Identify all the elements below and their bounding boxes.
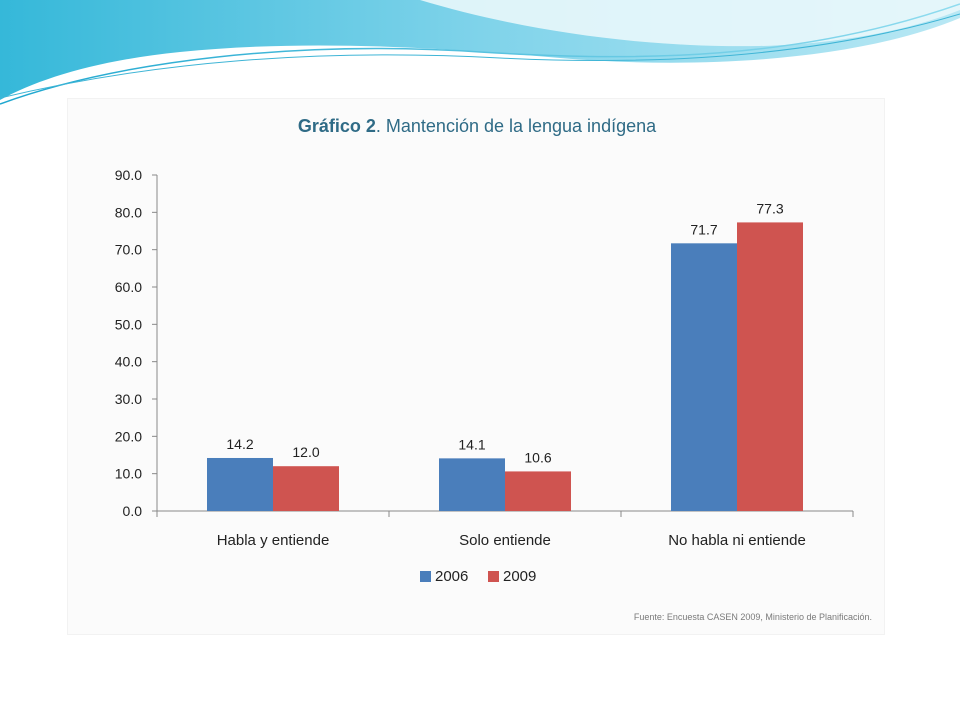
legend-swatch-2009 [488,571,499,582]
data-label: 10.6 [524,449,551,465]
legend: 2006 2009 [420,568,536,585]
data-label: 77.3 [756,200,783,216]
legend-label-2009: 2009 [503,568,536,585]
chart-title: Gráfico 2. Mantención de la lengua indíg… [298,116,657,136]
bar-2009-2 [505,471,571,511]
y-tick-label: 20.0 [115,428,142,444]
source-note: Fuente: Encuesta CASEN 2009, Ministerio … [634,612,872,622]
bar-2006-3 [671,243,737,511]
x-axis: Habla y entiende Solo entiende No habla ni… [156,510,854,549]
y-tick-label: 40.0 [115,354,142,370]
bar-2009-3 [737,222,803,511]
y-tick-label: 10.0 [115,466,142,482]
bar-2009-1 [273,466,339,511]
legend-label-2006: 2006 [435,568,468,585]
slide-header-wave-decoration [0,0,960,105]
y-tick-label: 60.0 [115,279,142,295]
x-category-label: No habla ni entiende [668,532,806,549]
y-tick-label: 0.0 [123,503,143,519]
data-label: 12.0 [292,444,319,460]
bar-2006-1 [207,457,273,511]
bars [207,222,803,511]
legend-swatch-2006 [420,571,431,582]
y-axis: 0.0 10.0 20.0 30.0 40.0 50.0 60.0 70.0 80.0 90.0 [115,167,158,519]
data-label: 14.2 [226,436,253,452]
chart-title-text: . Mantención de la lengua indígena [376,116,657,136]
y-tick-label: 70.0 [115,242,142,258]
data-labels: 14.2 14.1 71.7 12.0 10.6 77.3 [226,200,783,465]
y-tick-label: 30.0 [115,391,142,407]
bar-2006-2 [439,458,505,511]
x-category-label: Solo entiende [459,532,551,549]
y-tick-label: 50.0 [115,316,142,332]
data-label: 71.7 [690,221,717,237]
chart-panel: Gráfico 2. Mantención de la lengua indíg… [67,98,885,635]
bar-chart: Gráfico 2. Mantención de la lengua indíg… [115,116,872,622]
y-tick-label: 90.0 [115,167,142,183]
y-tick-label: 80.0 [115,204,142,220]
x-category-label: Habla y entiende [217,532,330,549]
data-label: 14.1 [458,436,485,452]
chart-title-prefix: Gráfico 2 [298,116,376,136]
